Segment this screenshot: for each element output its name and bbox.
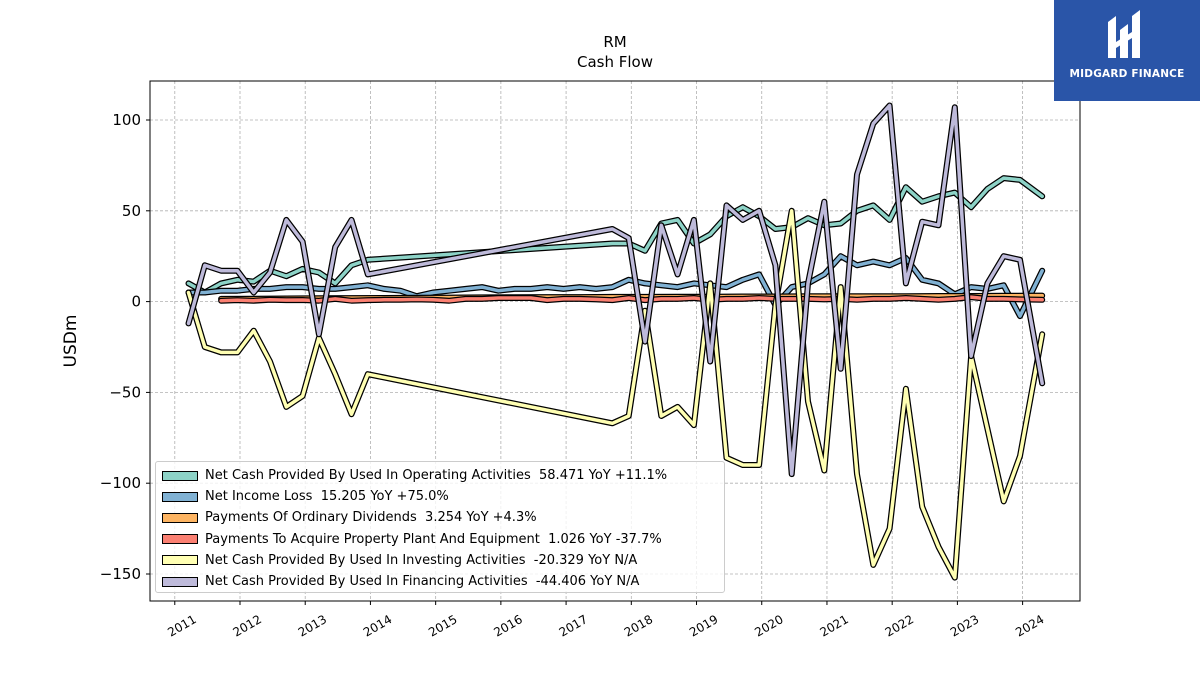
series-line-stroke xyxy=(186,103,1044,476)
x-tick-label: 2018 xyxy=(622,612,655,639)
legend-item: Net Cash Provided By Used In Investing A… xyxy=(162,550,718,571)
legend-label: Payments Of Ordinary Dividends 3.254 YoY… xyxy=(205,510,537,526)
x-tick-label: 2011 xyxy=(165,612,198,639)
chart-title: RM xyxy=(603,33,626,51)
legend-label: Net Cash Provided By Used In Investing A… xyxy=(205,552,638,568)
legend-swatch xyxy=(162,534,198,545)
x-tick-label: 2020 xyxy=(752,612,785,639)
series-line-6 xyxy=(185,102,1046,478)
y-tick-label: 50 xyxy=(122,202,141,220)
y-tick-label: 100 xyxy=(112,111,141,129)
series-line-4 xyxy=(218,294,1046,304)
x-tick-label: 2013 xyxy=(296,612,329,639)
legend-swatch xyxy=(162,512,198,523)
brand-logo: MIDGARD FINANCE xyxy=(1054,0,1200,101)
series-line-stroke xyxy=(219,295,1044,303)
x-tick-label: 2022 xyxy=(883,612,916,639)
midgard-logo-icon xyxy=(1108,10,1140,58)
legend-swatch xyxy=(162,576,198,587)
x-tick-label: 2015 xyxy=(426,612,459,639)
legend-item: Net Cash Provided By Used In Financing A… xyxy=(162,571,718,592)
legend-swatch xyxy=(162,491,198,502)
legend-item: Net Income Loss 15.205 YoY +75.0% xyxy=(162,486,718,507)
y-tick-label: −150 xyxy=(100,565,141,583)
series-line-stroke xyxy=(186,176,1044,295)
series-lines xyxy=(185,102,1046,581)
x-tick-label: 2014 xyxy=(361,612,394,639)
x-tick-label: 2016 xyxy=(491,612,524,639)
legend-item: Payments To Acquire Property Plant And E… xyxy=(162,529,718,550)
y-tick-label: −100 xyxy=(100,474,141,492)
series-line-1 xyxy=(185,175,1046,296)
x-tick-label: 2024 xyxy=(1013,612,1046,639)
legend-label: Net Cash Provided By Used In Financing A… xyxy=(205,574,640,590)
x-tick-label: 2021 xyxy=(817,612,850,639)
y-tick-label: 0 xyxy=(131,293,141,311)
legend-item: Payments Of Ordinary Dividends 3.254 YoY… xyxy=(162,507,718,528)
legend-swatch xyxy=(162,470,198,481)
legend-item: Net Cash Provided By Used In Operating A… xyxy=(162,465,718,486)
chart-subtitle: Cash Flow xyxy=(577,53,653,71)
plot-frame xyxy=(149,80,1081,602)
x-tick-label: 2023 xyxy=(948,612,981,639)
legend-swatch xyxy=(162,555,198,566)
x-tick-label: 2019 xyxy=(687,612,720,639)
series-line-5 xyxy=(185,207,1046,581)
logo-text: MIDGARD FINANCE xyxy=(1069,68,1185,80)
y-tick-label: −50 xyxy=(109,383,141,401)
legend-label: Net Cash Provided By Used In Operating A… xyxy=(205,468,668,484)
y-axis-label: USDm xyxy=(61,315,81,368)
legend-label: Net Income Loss 15.205 YoY +75.0% xyxy=(205,489,449,505)
x-tick-label: 2012 xyxy=(231,612,264,639)
chart-legend: Net Cash Provided By Used In Operating A… xyxy=(155,461,725,593)
series-line-stroke xyxy=(186,209,1044,580)
x-tick-label: 2017 xyxy=(557,612,590,639)
legend-label: Payments To Acquire Property Plant And E… xyxy=(205,531,662,547)
